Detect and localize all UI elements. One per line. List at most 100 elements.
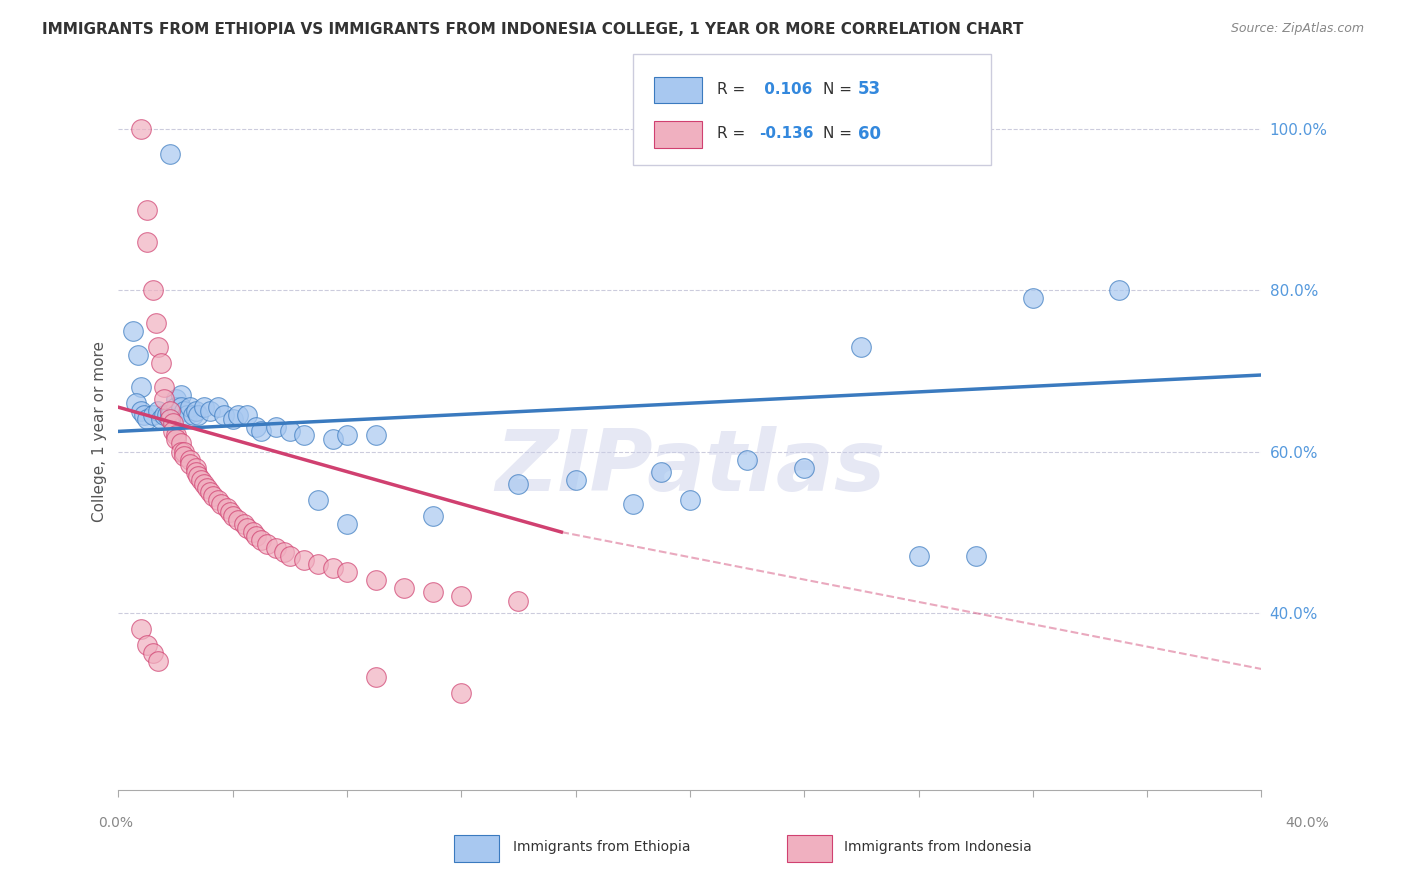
Point (364, 670, 387, 684)
Point (159, 404, 181, 418)
Point (621, 497, 644, 511)
Point (851, 340, 873, 354)
Point (207, 401, 229, 415)
Point (162, 425, 184, 439)
Point (1108, 284, 1130, 298)
Point (176, 409, 198, 423)
Point (124, 396, 146, 410)
Point (129, 404, 152, 418)
Point (165, 428, 187, 442)
Point (173, 444, 195, 458)
Point (127, 348, 149, 362)
Point (273, 545, 295, 559)
Point (322, 433, 344, 447)
Point (165, 433, 187, 447)
Y-axis label: College, 1 year or more: College, 1 year or more (93, 341, 107, 522)
Point (136, 412, 159, 426)
Point (242, 524, 264, 539)
Point (564, 473, 586, 487)
Point (165, 392, 187, 406)
Point (250, 425, 273, 439)
Point (292, 553, 315, 567)
Point (250, 533, 273, 547)
Point (173, 404, 195, 418)
Point (170, 436, 193, 450)
Point (170, 388, 193, 402)
Point (159, 409, 181, 423)
Point (198, 404, 221, 418)
Point (134, 409, 156, 423)
Point (159, 146, 181, 161)
Point (278, 425, 301, 439)
Point (508, 593, 530, 607)
Text: ZIPatlas: ZIPatlas (495, 425, 884, 508)
Point (148, 404, 170, 418)
Point (278, 549, 301, 564)
Point (212, 409, 235, 423)
Point (422, 508, 444, 523)
Point (153, 409, 176, 423)
Point (508, 476, 530, 491)
Point (201, 489, 224, 503)
Point (336, 516, 359, 531)
Point (450, 590, 472, 604)
Point (129, 380, 152, 394)
Point (148, 654, 170, 668)
Text: R =: R = (717, 82, 751, 96)
Text: Source: ZipAtlas.com: Source: ZipAtlas.com (1230, 22, 1364, 36)
Point (228, 409, 250, 423)
Point (336, 566, 359, 580)
Point (222, 508, 245, 523)
Point (264, 420, 287, 434)
Text: Immigrants from Indonesia: Immigrants from Indonesia (844, 839, 1032, 854)
Point (156, 409, 179, 423)
Point (215, 500, 238, 515)
Point (364, 574, 387, 588)
Point (179, 452, 201, 467)
Point (735, 452, 758, 467)
Point (233, 516, 256, 531)
Text: -0.136: -0.136 (759, 127, 814, 141)
Point (184, 404, 207, 418)
Point (142, 409, 165, 423)
Point (422, 585, 444, 599)
Point (148, 340, 170, 354)
Point (650, 465, 672, 479)
Point (136, 235, 159, 249)
Point (292, 428, 315, 442)
Point (165, 401, 187, 415)
Text: 40.0%: 40.0% (1285, 816, 1329, 830)
Point (170, 401, 193, 415)
Point (193, 476, 215, 491)
Point (150, 412, 173, 426)
Point (142, 646, 165, 660)
Point (129, 122, 152, 136)
Point (264, 541, 287, 556)
Point (392, 582, 415, 596)
Point (245, 529, 267, 543)
Point (153, 380, 176, 394)
Point (179, 457, 201, 471)
Point (187, 468, 209, 483)
Point (150, 356, 173, 370)
Point (129, 622, 152, 636)
Text: IMMIGRANTS FROM ETHIOPIA VS IMMIGRANTS FROM INDONESIA COLLEGE, 1 YEAR OR MORE CO: IMMIGRANTS FROM ETHIOPIA VS IMMIGRANTS F… (42, 22, 1024, 37)
Point (136, 202, 159, 217)
Point (209, 497, 232, 511)
Point (236, 521, 259, 535)
Text: 0.106: 0.106 (759, 82, 813, 96)
Point (336, 428, 359, 442)
Text: 53: 53 (858, 80, 880, 98)
Point (184, 460, 207, 475)
Point (322, 561, 344, 575)
Point (136, 638, 159, 652)
Point (364, 428, 387, 442)
Point (228, 513, 250, 527)
Text: R =: R = (717, 127, 751, 141)
Point (162, 417, 184, 431)
Point (187, 409, 209, 423)
Point (793, 460, 815, 475)
Point (218, 505, 240, 519)
Point (159, 412, 181, 426)
Point (173, 449, 195, 463)
